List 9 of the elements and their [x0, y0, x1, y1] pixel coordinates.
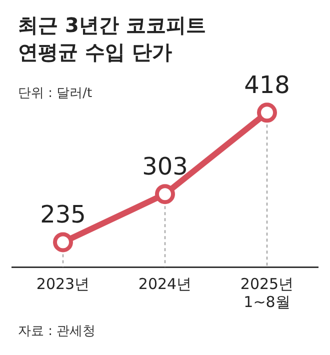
x-tick-label: 2024년 [138, 274, 192, 293]
data-label: 303 [142, 152, 188, 180]
chart-subtitle: 단위 : 달러/t [18, 85, 92, 102]
x-tick-label: 2023년 [36, 274, 90, 293]
text: 자료 : 관세청 [18, 323, 96, 340]
chart-title: 최근 3년간 코코피트 연평균 수입 단가 [18, 12, 207, 66]
data-label: 235 [40, 200, 86, 228]
data-label: 418 [244, 70, 290, 99]
x-tick-label: 2025년 1~8월 [240, 274, 294, 311]
